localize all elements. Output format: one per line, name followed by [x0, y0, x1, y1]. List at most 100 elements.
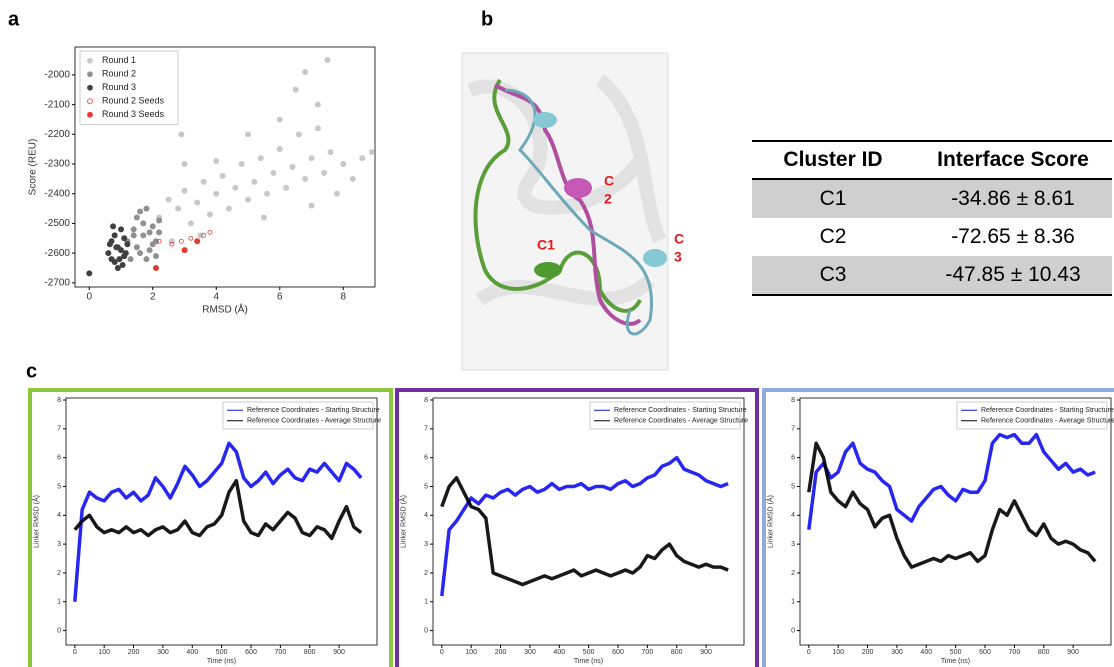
scatter-point	[213, 191, 219, 197]
scatter-point	[120, 262, 126, 268]
scatter-point	[261, 214, 267, 220]
x-axis-label: Time (ns)	[574, 658, 603, 665]
x-tick-label: 400	[186, 649, 198, 656]
structure-label: C1	[537, 237, 555, 253]
scatter-point	[226, 206, 232, 212]
legend-label: Round 3 Seeds	[102, 109, 165, 119]
structure-label: C	[604, 173, 614, 189]
x-tick-label: 6	[277, 292, 283, 303]
scatter-point	[182, 188, 188, 194]
y-tick-label: 1	[791, 599, 795, 606]
figure: a b c C1 C 2 C 3 02468-2700-2600-2500-24…	[0, 0, 1114, 667]
legend-marker	[88, 72, 93, 77]
scatter-point	[134, 244, 140, 250]
y-tick-label: -2100	[44, 99, 70, 110]
scatter-point	[309, 155, 315, 161]
x-tick-label: 8	[340, 292, 346, 303]
y-tick-label: 3	[424, 541, 428, 548]
scatter-point	[321, 170, 327, 176]
table-header: Interface Score	[914, 141, 1112, 179]
scatter-point	[232, 185, 238, 191]
x-axis-label: RMSD (Å)	[202, 303, 248, 316]
y-tick-label: 4	[424, 512, 428, 519]
y-tick-label: -2200	[44, 129, 70, 140]
scatter-point	[289, 164, 295, 170]
scatter-point	[110, 223, 116, 229]
table-cell: C2	[752, 218, 914, 256]
y-tick-label: 4	[57, 512, 61, 519]
scatter-point	[258, 155, 264, 161]
legend-box	[223, 402, 373, 429]
x-axis-label: Time (ns)	[941, 658, 970, 665]
y-tick-label: -2000	[44, 70, 70, 81]
table-cell: -47.85 ± 10.43	[914, 256, 1112, 295]
legend-box	[957, 402, 1107, 429]
scatter-point	[201, 179, 207, 185]
x-tick-label: 300	[524, 649, 536, 656]
x-tick-label: 800	[671, 649, 683, 656]
y-tick-label: 0	[791, 627, 795, 634]
scatter-point	[118, 226, 124, 232]
legend-label: Reference Coordinates - Average Structur…	[247, 418, 381, 425]
x-tick-label: 0	[87, 292, 93, 303]
x-tick-label: 500	[583, 649, 595, 656]
scatter-point	[113, 244, 119, 250]
scatter-point	[270, 170, 276, 176]
x-tick-label: 300	[157, 649, 169, 656]
y-tick-label: -2300	[44, 159, 70, 170]
x-tick-label: 700	[275, 649, 287, 656]
y-tick-label: 8	[791, 397, 795, 404]
x-tick-label: 500	[950, 649, 962, 656]
scatter-point	[207, 212, 213, 218]
y-tick-label: -2600	[44, 248, 70, 259]
x-tick-label: 400	[920, 649, 932, 656]
structure-label: 2	[604, 191, 612, 207]
scatter-point	[131, 226, 137, 232]
x-tick-label: 200	[862, 649, 874, 656]
legend-label: Round 3	[102, 82, 136, 92]
x-tick-label: 200	[495, 649, 507, 656]
scatter-point	[123, 250, 129, 256]
scatter-point	[359, 155, 365, 161]
scatter-point	[156, 217, 162, 223]
scatter-point	[124, 241, 130, 247]
x-tick-label: 900	[700, 649, 712, 656]
y-tick-label: 2	[791, 570, 795, 577]
scatter-point	[324, 57, 330, 63]
x-tick-label: 800	[1038, 649, 1050, 656]
scatter-point	[315, 102, 321, 108]
scatter-point	[175, 206, 181, 212]
scatter-point	[121, 235, 127, 241]
legend-label: Round 2 Seeds	[102, 96, 165, 106]
x-tick-label: 0	[440, 649, 444, 656]
scatter-point	[107, 241, 113, 247]
x-tick-label: 800	[304, 649, 316, 656]
scatter-point	[166, 197, 172, 203]
scatter-point	[182, 247, 188, 253]
y-axis-label: Linker RMSD (Å)	[31, 495, 40, 548]
legend-label: Round 1	[102, 55, 136, 65]
y-tick-label: 5	[424, 483, 428, 490]
scatter-point	[178, 131, 184, 137]
scatter-point	[264, 191, 270, 197]
scatter-point	[116, 256, 122, 262]
legend-label: Reference Coordinates - Average Structur…	[614, 418, 748, 425]
scatter-point	[194, 200, 200, 206]
scatter-point	[220, 173, 226, 179]
scatter-point	[128, 256, 134, 262]
scatter-point	[245, 197, 251, 203]
scatter-point	[340, 161, 346, 167]
scatter-point	[105, 250, 111, 256]
legend-label: Round 2	[102, 69, 136, 79]
scatter-point	[147, 247, 153, 253]
scatter-point	[350, 176, 356, 182]
scatter-point	[143, 206, 149, 212]
y-tick-label: 3	[57, 541, 61, 548]
plot-area	[433, 398, 744, 645]
table-cell: C1	[752, 179, 914, 218]
scatter-point	[293, 87, 299, 93]
y-tick-label: 7	[791, 426, 795, 433]
scatter-point	[328, 149, 334, 155]
scatter-point	[131, 232, 137, 238]
table-cell: -34.86 ± 8.61	[914, 179, 1112, 218]
